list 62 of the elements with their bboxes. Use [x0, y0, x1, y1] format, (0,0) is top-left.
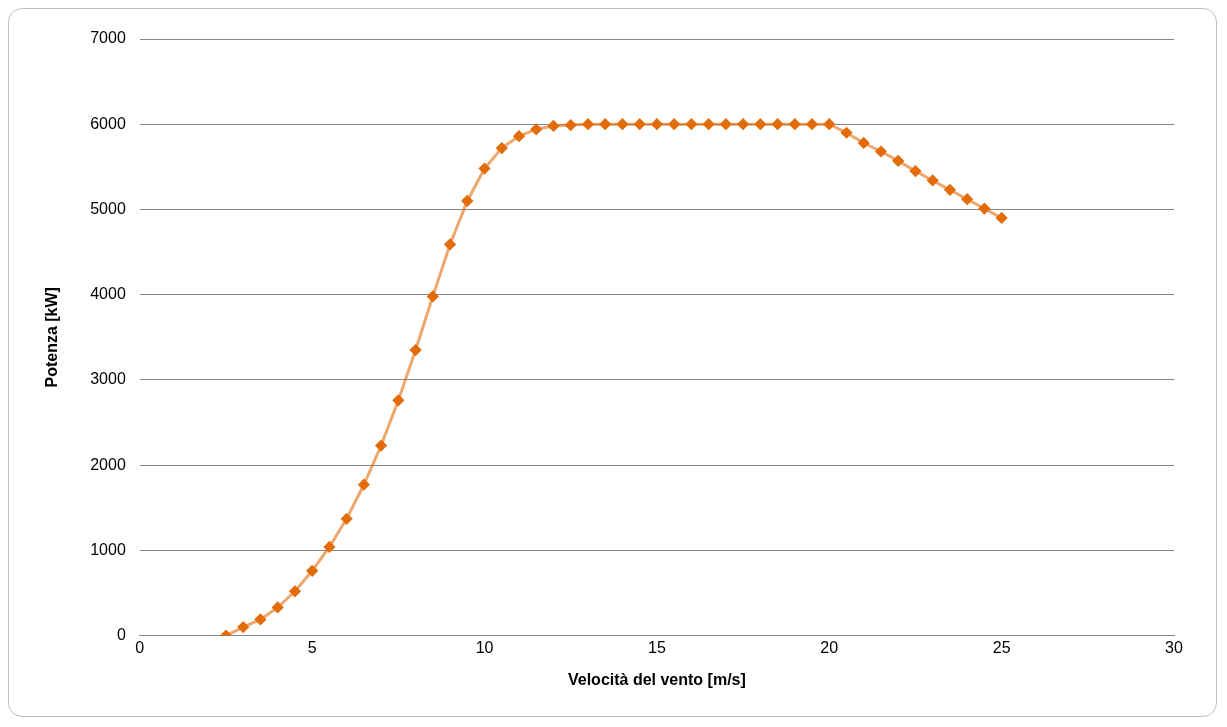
- point: [754, 118, 766, 130]
- point: [237, 621, 249, 633]
- y-tick-label: 7000: [90, 29, 126, 47]
- y-tick-label: 2000: [90, 455, 126, 473]
- point: [806, 118, 818, 130]
- x-tick-label: 5: [307, 638, 317, 656]
- point: [461, 195, 473, 207]
- point: [737, 118, 749, 130]
- point: [823, 118, 835, 130]
- x-tick-label: 15: [648, 638, 666, 656]
- point: [427, 290, 439, 302]
- point: [410, 344, 422, 356]
- point: [944, 184, 956, 196]
- x-axis-title: Velocità del vento [m/s]: [567, 670, 746, 688]
- point: [772, 118, 784, 130]
- point: [685, 118, 697, 130]
- y-tick-label: 3000: [90, 370, 126, 388]
- point: [479, 163, 491, 175]
- point: [513, 130, 525, 142]
- x-tick-label: 0: [135, 638, 145, 656]
- point: [547, 120, 559, 132]
- point: [444, 238, 456, 250]
- y-axis-title: Potenza [kW]: [43, 287, 61, 388]
- point: [616, 118, 628, 130]
- point: [565, 119, 577, 131]
- point: [909, 165, 921, 177]
- point: [599, 118, 611, 130]
- x-tick-label: 30: [1165, 638, 1183, 656]
- point: [978, 203, 990, 215]
- x-tick-label: 10: [475, 638, 494, 656]
- y-tick-label: 1000: [90, 540, 126, 558]
- point: [651, 118, 663, 130]
- point: [582, 118, 594, 130]
- point: [668, 118, 680, 130]
- point: [927, 174, 939, 186]
- point: [289, 585, 301, 597]
- point: [358, 479, 370, 491]
- point: [530, 123, 542, 135]
- point: [272, 601, 284, 613]
- point: [306, 565, 318, 577]
- point: [323, 541, 335, 553]
- y-tick-label: 0: [116, 626, 126, 644]
- point: [254, 613, 266, 625]
- point: [496, 142, 508, 154]
- point: [392, 394, 404, 406]
- point: [375, 440, 387, 452]
- point: [634, 118, 646, 130]
- x-tick-label: 25: [992, 638, 1011, 656]
- point: [858, 137, 870, 149]
- point: [703, 118, 715, 130]
- point: [961, 193, 973, 205]
- point: [789, 118, 801, 130]
- y-tick-label: 6000: [90, 114, 126, 132]
- point: [341, 513, 353, 525]
- y-tick-label: 5000: [90, 199, 126, 217]
- point: [996, 212, 1008, 224]
- point: [720, 118, 732, 130]
- point: [841, 127, 852, 139]
- point: [875, 146, 887, 157]
- x-tick-label: 20: [820, 638, 839, 656]
- y-tick-label: 4000: [90, 285, 126, 303]
- point: [892, 155, 904, 167]
